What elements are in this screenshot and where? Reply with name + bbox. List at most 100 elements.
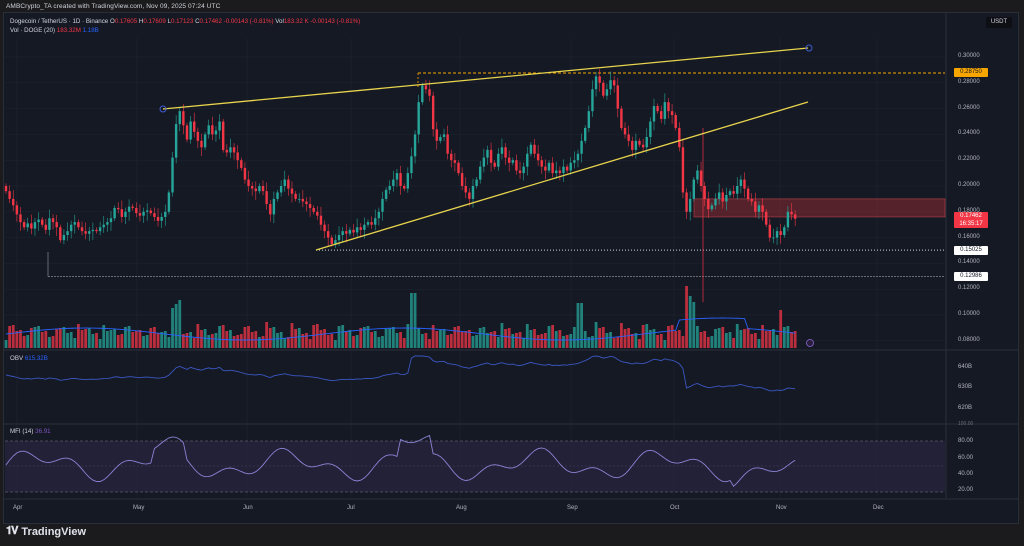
volume-bar: [648, 330, 652, 348]
volume-bar: [536, 335, 540, 348]
candle-body: [728, 191, 732, 196]
candle-body: [547, 162, 551, 171]
candle-body: [102, 224, 105, 228]
volume-bar: [337, 326, 341, 348]
candle-body: [330, 237, 333, 245]
volume-bar: [167, 337, 171, 348]
volume-bar: [793, 331, 797, 348]
candle-body: [229, 147, 232, 153]
mfi-label[interactable]: MFI (14): [10, 428, 34, 435]
volume-bar: [301, 334, 305, 348]
candle-body: [493, 162, 496, 167]
volume-bar: [627, 328, 631, 348]
candle-body: [254, 188, 257, 192]
candle-body: [649, 121, 652, 137]
candle-body: [468, 192, 471, 199]
candle-body: [627, 134, 630, 141]
volume-bar: [352, 336, 355, 348]
volume-bar: [341, 325, 345, 348]
candle-body: [533, 144, 536, 154]
resistance-price-tag: 0.28750: [954, 68, 988, 77]
candle-body: [663, 102, 667, 119]
candle-body: [439, 136, 442, 141]
candle-body: [399, 173, 402, 186]
volume-bar: [373, 331, 377, 348]
candle-body: [51, 218, 55, 223]
candle-body: [80, 227, 84, 232]
candle-body: [562, 166, 565, 174]
volume-bar: [247, 326, 250, 348]
candle-body: [442, 134, 446, 137]
obv-label[interactable]: OBV: [10, 355, 24, 362]
volume-bar: [279, 332, 283, 348]
volume-bar: [406, 324, 410, 348]
volume-bar: [710, 336, 714, 348]
volume-bar: [656, 335, 659, 348]
volume-bar: [149, 328, 153, 348]
tradingview-logo[interactable]: 𝟏𝐕 TradingView: [6, 525, 86, 538]
volume-bar: [145, 335, 149, 348]
volume-bar: [232, 336, 236, 348]
candle-body: [750, 198, 753, 202]
volume-bar: [478, 328, 482, 348]
candle-body: [431, 95, 435, 130]
volume-bar: [200, 330, 203, 348]
time-axis-label: Apr: [13, 505, 23, 511]
tradingview-brand: TradingView: [21, 525, 87, 538]
volume-bar: [706, 337, 710, 348]
volume-bar: [218, 326, 221, 348]
volume-bar: [460, 332, 464, 348]
currency-button[interactable]: USDT: [986, 17, 1012, 28]
volume-bar: [323, 329, 326, 348]
volume-bar: [453, 327, 457, 348]
candle-body: [319, 215, 323, 225]
volume-bar: [634, 333, 638, 348]
volume-bar: [80, 330, 84, 348]
candle-body: [138, 213, 142, 216]
candle-body: [743, 179, 746, 189]
volume-bar: [192, 338, 196, 348]
trendline-anchor-handle: [805, 44, 813, 52]
candle-body: [511, 160, 514, 163]
candle-body: [69, 224, 73, 232]
time-axis-label: Dec: [873, 505, 884, 511]
volume-bar: [486, 333, 489, 348]
volume-bar: [58, 328, 62, 348]
candle-body: [91, 229, 95, 232]
volume-bar: [609, 332, 612, 348]
volume-bar: [366, 326, 370, 348]
volume-bar: [446, 335, 450, 348]
candle-body: [272, 198, 276, 215]
candle-body: [337, 235, 341, 241]
volume-bar: [26, 335, 30, 348]
change-value: -0.00143 (-0.81%): [223, 18, 274, 25]
volume-bar: [185, 333, 189, 348]
volume-bar: [84, 329, 88, 348]
price-axis-label: 0.22000: [958, 156, 980, 163]
candle-body: [768, 224, 772, 238]
candle-body: [486, 149, 489, 158]
volume-bar: [11, 325, 15, 348]
volume-bar: [37, 326, 40, 348]
candle-body: [450, 153, 453, 161]
candle-body: [261, 186, 265, 192]
price-axis-label: 0.08000: [958, 336, 980, 343]
candle-body: [117, 207, 120, 210]
candle-body: [587, 111, 591, 128]
chart-panel[interactable]: [3, 12, 1019, 524]
volume-bar: [572, 327, 576, 348]
volume-bar: [305, 333, 308, 348]
candle-body: [109, 218, 113, 223]
symbol-title[interactable]: Dogecoin / TetherUS · 1D · Binance: [10, 18, 109, 25]
volume-bar: [171, 308, 174, 348]
candle-body: [312, 207, 315, 212]
candle-body: [594, 76, 598, 90]
volume-legend-label[interactable]: Vol · DOGE (20): [10, 27, 56, 34]
volume-bar: [717, 328, 721, 348]
candle-body: [645, 136, 648, 148]
volume-bar: [428, 339, 431, 348]
volume-bar: [370, 332, 374, 348]
candle-body: [602, 82, 605, 96]
volume-bar: [98, 339, 102, 348]
